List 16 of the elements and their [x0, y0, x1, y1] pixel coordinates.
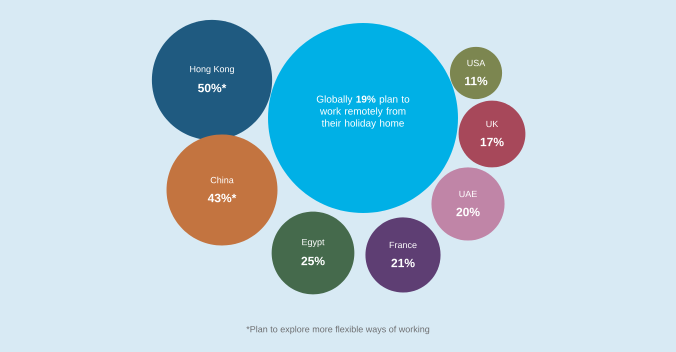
data-label: 50%* — [198, 84, 226, 92]
category-label: USA — [467, 60, 486, 66]
data-label: 20% — [456, 208, 480, 216]
category-label: UAE — [459, 190, 477, 198]
category-label: China — [210, 176, 234, 184]
data-label: 21% — [391, 258, 415, 268]
data-label: 25% — [301, 256, 325, 266]
data-label: 43%* — [208, 194, 236, 202]
text: *Plan to explore more flexible ways of working — [246, 326, 430, 334]
category-label: Egypt — [302, 238, 324, 248]
data-label: 17% — [480, 138, 504, 146]
category-label: UK — [486, 120, 498, 128]
category-label: France — [390, 242, 417, 248]
data-label: 11% — [465, 76, 488, 86]
text: Globally 19% plan to work remotely from their holiday home — [316, 95, 410, 129]
category-label: Hong Kong — [190, 66, 234, 74]
